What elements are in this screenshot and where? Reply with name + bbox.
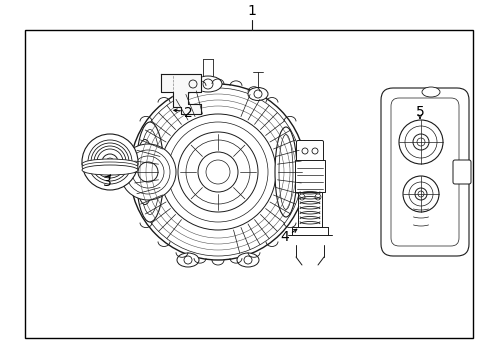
Text: 4: 4: [280, 230, 289, 244]
Circle shape: [138, 162, 158, 182]
Ellipse shape: [194, 76, 222, 92]
Text: 5: 5: [415, 105, 424, 119]
Ellipse shape: [279, 135, 292, 210]
Polygon shape: [161, 74, 201, 114]
Ellipse shape: [140, 130, 160, 215]
Ellipse shape: [177, 253, 199, 267]
Circle shape: [160, 114, 275, 230]
Circle shape: [412, 134, 428, 150]
Ellipse shape: [247, 87, 267, 100]
Bar: [25, 30, 472, 338]
Circle shape: [102, 154, 118, 170]
Circle shape: [414, 188, 426, 200]
Ellipse shape: [136, 139, 154, 204]
Ellipse shape: [136, 122, 163, 222]
FancyBboxPatch shape: [380, 88, 468, 256]
Text: 3: 3: [102, 175, 111, 189]
Ellipse shape: [237, 253, 259, 267]
Ellipse shape: [82, 159, 138, 169]
Circle shape: [178, 132, 258, 212]
FancyBboxPatch shape: [296, 140, 323, 163]
Ellipse shape: [82, 165, 138, 175]
Ellipse shape: [421, 87, 439, 97]
Circle shape: [130, 84, 305, 260]
Text: 2: 2: [183, 106, 192, 120]
Ellipse shape: [82, 162, 138, 172]
Text: 1: 1: [247, 4, 256, 18]
Circle shape: [398, 120, 442, 164]
Circle shape: [82, 134, 138, 190]
Circle shape: [120, 144, 176, 200]
Ellipse shape: [274, 127, 296, 217]
Bar: [297, 192, 321, 227]
Circle shape: [402, 176, 438, 212]
FancyBboxPatch shape: [452, 160, 470, 184]
Circle shape: [198, 152, 238, 192]
Bar: [294, 160, 325, 192]
